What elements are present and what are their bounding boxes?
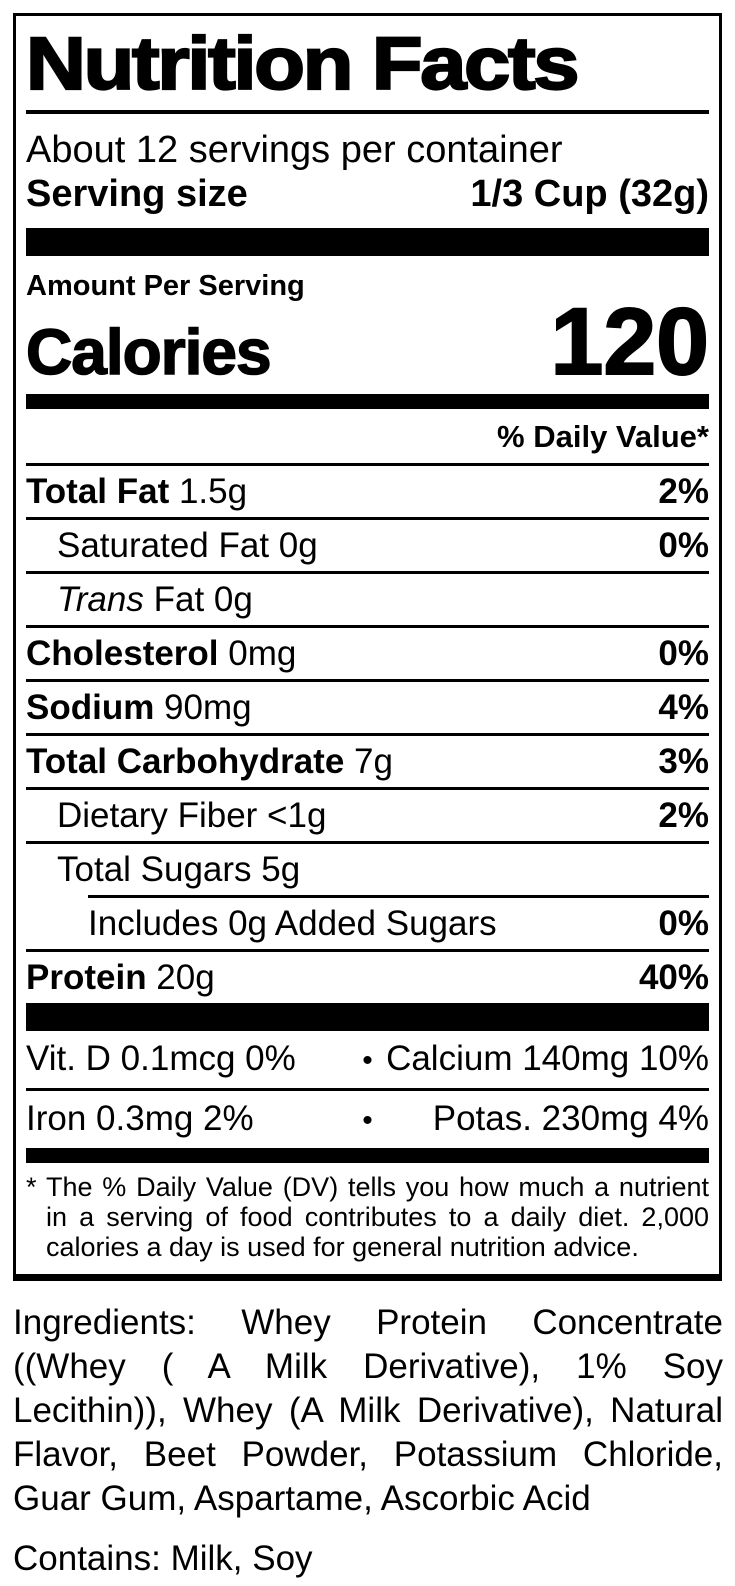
bullet-separator: •	[362, 1044, 373, 1077]
servings-per-container: About 12 servings per container	[26, 129, 563, 171]
nutrient-row-total-sugars: Total Sugars 5g	[26, 844, 709, 895]
medium-divider	[26, 394, 709, 409]
nutrient-row-trans-fat: Trans Fat 0g	[26, 574, 709, 628]
calories-label: Calories	[25, 315, 272, 389]
footnote-text: The % Daily Value (DV) tells you how muc…	[46, 1172, 709, 1262]
nutrient-text: Total Carbohydrate 7g	[26, 742, 393, 781]
hairline-divider	[26, 1088, 709, 1091]
nutrient-row-saturated-fat: Saturated Fat 0g 0%	[26, 520, 709, 574]
medium-divider	[26, 1148, 709, 1163]
serving-size-value: 1/3 Cup (32g)	[470, 173, 709, 215]
thick-divider	[26, 1003, 709, 1031]
micro-left: Vit. D 0.1mcg 0%	[26, 1039, 296, 1078]
nutrient-row-total-fat: Total Fat 1.5g 2%	[26, 466, 709, 520]
serving-size-label: Serving size	[26, 173, 248, 215]
nutrient-dv: 2%	[658, 796, 709, 835]
nutrient-dv: 4%	[658, 688, 709, 727]
nutrient-dv: 0%	[658, 904, 709, 943]
amount-per-serving: Amount Per Serving	[26, 270, 305, 302]
micronutrient-row-iron-potassium: Iron 0.3mg 2% • Potas. 230mg 4%	[26, 1091, 709, 1148]
nutrient-row-protein: Protein 20g 40%	[26, 952, 709, 1003]
serving-size-row: Serving size 1/3 Cup (32g)	[26, 172, 709, 216]
calories-value: 120	[549, 289, 710, 395]
nutrient-text: Sodium 90mg	[26, 688, 252, 727]
indented-divider	[88, 895, 709, 898]
daily-value-header: % Daily Value*	[26, 409, 709, 466]
nutrient-text: Saturated Fat 0g	[57, 526, 318, 565]
title-divider	[26, 110, 709, 114]
nutrient-text: Total Sugars 5g	[57, 850, 301, 889]
nutrient-row-dietary-fiber: Dietary Fiber <1g 2%	[26, 790, 709, 844]
nutrient-row-added-sugars: Includes 0g Added Sugars 0%	[26, 898, 709, 952]
nutrient-dv: 2%	[658, 472, 709, 511]
footnote-asterisk: *	[26, 1172, 37, 1202]
nutrient-text: Trans Fat 0g	[57, 580, 253, 619]
allergen-statement: Contains: Milk, Soy	[13, 1539, 313, 1578]
nutrient-dv: 0%	[658, 634, 709, 673]
daily-value-footnote: * The % Daily Value (DV) tells you how m…	[26, 1163, 709, 1274]
micronutrient-row-vitd-calcium: Vit. D 0.1mcg 0% • Calcium 140mg 10%	[26, 1031, 709, 1088]
page: Nutrition Facts About 12 servings per co…	[0, 13, 735, 1586]
nutrient-dv: 3%	[658, 742, 709, 781]
ingredients-statement: Ingredients: Whey Protein Concentrate ((…	[13, 1303, 723, 1518]
nutrient-row-total-carbohydrate: Total Carbohydrate 7g 3%	[26, 736, 709, 790]
panel-title: Nutrition Facts	[25, 22, 581, 105]
nutrient-text: Protein 20g	[26, 958, 215, 997]
nutrient-row-sodium: Sodium 90mg 4%	[26, 682, 709, 736]
micro-right: Calcium 140mg 10%	[386, 1039, 709, 1078]
bullet-separator: •	[362, 1104, 373, 1137]
nutrient-text: Includes 0g Added Sugars	[88, 904, 497, 943]
nutrient-text: Cholesterol 0mg	[26, 634, 297, 673]
nutrient-dv: 0%	[658, 526, 709, 565]
nutrient-row-cholesterol: Cholesterol 0mg 0%	[26, 628, 709, 682]
nutrient-dv: 40%	[638, 958, 709, 997]
nutrition-facts-panel: Nutrition Facts About 12 servings per co…	[13, 13, 722, 1281]
micro-right: Potas. 230mg 4%	[432, 1099, 709, 1138]
nutrient-text: Total Fat 1.5g	[26, 472, 248, 511]
nutrient-text: Dietary Fiber <1g	[57, 796, 327, 835]
micro-left: Iron 0.3mg 2%	[26, 1099, 254, 1138]
thick-divider	[26, 228, 709, 256]
calories-row: Calories 120	[25, 289, 710, 395]
